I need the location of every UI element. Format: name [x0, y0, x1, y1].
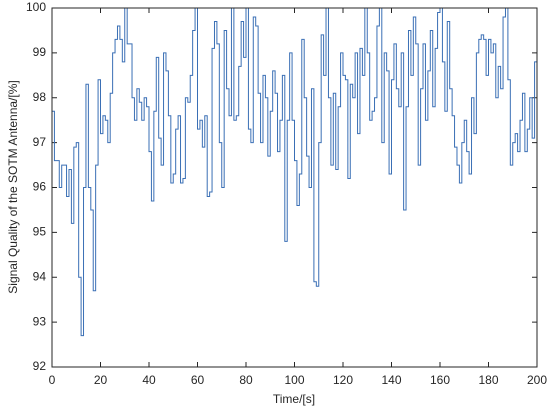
x-tick-label: 180: [478, 373, 498, 387]
x-tick-label: 60: [191, 373, 205, 387]
x-tick-label: 40: [142, 373, 156, 387]
axes-box: [51, 7, 538, 368]
y-tick-label: 98: [33, 90, 47, 104]
y-tick-label: 93: [33, 314, 47, 328]
y-axis-label: Signal Quality of the SOTM Antenna/[%]: [6, 80, 20, 293]
x-tick-label: 160: [430, 373, 450, 387]
x-tick-label: 200: [527, 373, 547, 387]
y-tick-label: 97: [33, 135, 47, 149]
x-tick-label: 20: [94, 373, 108, 387]
x-tick-label: 80: [239, 373, 253, 387]
y-tick-label: 99: [33, 45, 47, 59]
y-tick-label: 96: [33, 180, 47, 194]
line-series: [52, 7, 538, 337]
y-tick-label: 92: [33, 359, 47, 373]
y-tick-label: 100: [26, 0, 46, 14]
plot-area: [52, 8, 537, 367]
x-tick-label: 120: [333, 373, 353, 387]
y-tick-label: 95: [33, 225, 47, 239]
x-axis-label: Time/[s]: [273, 392, 315, 406]
y-tick-label: 94: [33, 269, 47, 283]
x-tick-label: 140: [381, 373, 401, 387]
x-tick-label: 100: [284, 373, 304, 387]
x-tick-label: 0: [49, 373, 56, 387]
